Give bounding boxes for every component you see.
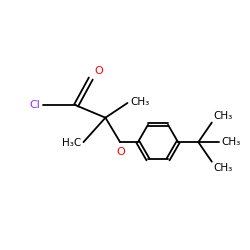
Text: O: O [94,66,103,76]
Text: Cl: Cl [30,100,41,110]
Text: O: O [116,146,125,156]
Text: CH₃: CH₃ [221,137,240,147]
Text: CH₃: CH₃ [213,111,232,121]
Text: CH₃: CH₃ [213,163,232,173]
Text: CH₃: CH₃ [130,97,149,107]
Text: H₃C: H₃C [62,138,81,148]
